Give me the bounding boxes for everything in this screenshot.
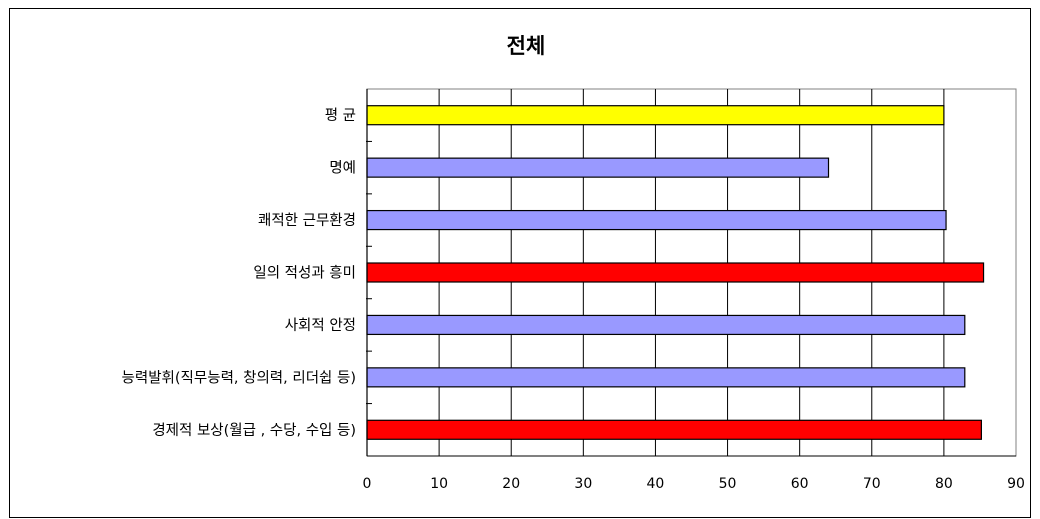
x-tick-label: 90 (1007, 476, 1025, 492)
category-label: 경제적 보상(월급 , 수당, 수입 등) (152, 422, 356, 439)
x-tick-label: 10 (430, 476, 448, 492)
x-tick-label: 0 (363, 476, 372, 492)
category-label: 평 균 (325, 107, 356, 124)
chart-title: 전체 (507, 34, 546, 58)
x-tick-labels: 0 10 20 30 40 50 60 70 80 90 (363, 476, 1025, 492)
bar (366, 105, 945, 126)
x-tick-label: 30 (574, 476, 592, 492)
x-tick-label: 70 (863, 476, 881, 492)
x-tick-label: 40 (647, 476, 665, 492)
x-tick-label: 80 (935, 476, 953, 492)
bar (366, 262, 985, 283)
category-label: 사회적 안정 (285, 317, 356, 334)
bar (366, 367, 966, 388)
bar (366, 314, 966, 336)
bars (366, 105, 985, 440)
bar (366, 157, 830, 178)
bar (366, 209, 947, 231)
x-tick-label: 50 (719, 476, 737, 492)
category-label: 쾌적한 근무환경 (258, 212, 356, 229)
bar (366, 419, 982, 440)
x-tick-label: 60 (791, 476, 809, 492)
category-label: 일의 적성과 흥미 (253, 264, 356, 282)
category-label: 명예 (329, 160, 356, 177)
category-label: 능력발휘(직무능력, 창의력, 리더쉽 등) (122, 369, 356, 386)
x-tick-label: 20 (502, 476, 520, 492)
axes (366, 89, 1016, 457)
